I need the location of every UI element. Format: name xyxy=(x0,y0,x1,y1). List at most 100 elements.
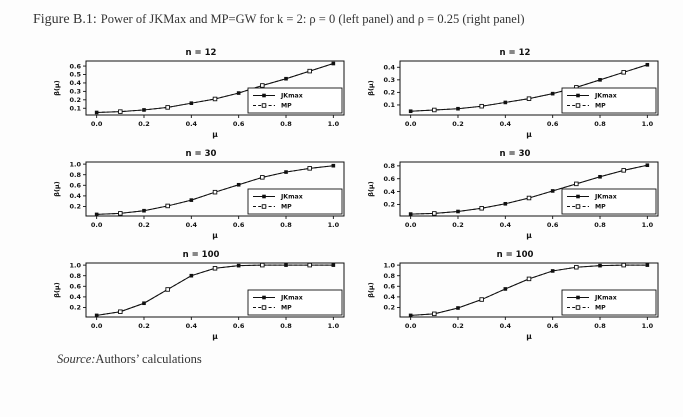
y-tick-label: 0.2 xyxy=(383,89,395,97)
chart-svg: 0.2 0.4 0.6 0.8 0.0 0.2 0.4 0.6 0.8 1.0 μ β(μ) JKmax… xyxy=(367,161,659,240)
x-tick-label: 0.2 xyxy=(452,120,464,128)
legend-marker-open-square xyxy=(261,305,267,310)
marker-open-square xyxy=(526,276,532,282)
chart-svg: 0.1 0.2 0.3 0.4 0.0 0.2 0.4 0.6 0.8 1.0 μ β(μ) JKmax… xyxy=(367,60,659,139)
y-axis-label: β(μ) xyxy=(53,181,61,196)
x-axis-label: μ xyxy=(526,332,532,341)
marker-open-square xyxy=(621,168,626,173)
plot-box xyxy=(85,161,345,217)
legend-marker-open-square xyxy=(575,204,581,209)
legend-marker-open-square xyxy=(261,103,267,108)
chart-title: n = 12 xyxy=(185,48,217,58)
chart-panel-n100-left: n = 100 0.2 0.4 0.6 0.8 1.0 0.0 0.2 0.4 0.6 0.8 1.0… xyxy=(50,250,352,348)
x-tick-label: 0.2 xyxy=(138,221,150,229)
y-tick-label: 0.8 xyxy=(383,162,395,170)
marker-filled-square xyxy=(598,263,602,268)
y-tick-label: 0.4 xyxy=(69,79,81,87)
marker-filled-square xyxy=(236,263,241,268)
x-tick-label: 0.4 xyxy=(186,120,198,128)
marker-open-square xyxy=(432,107,437,113)
marker-filled-square xyxy=(408,212,413,216)
marker-filled-square xyxy=(503,201,508,206)
y-tick-label: 1.0 xyxy=(69,160,81,168)
x-tick-label: 1.0 xyxy=(642,322,654,330)
source-note: Source:Authors’ calculations xyxy=(57,352,202,367)
marker-filled-square xyxy=(645,163,650,168)
x-tick-label: 0.6 xyxy=(547,120,559,128)
marker-filled-square xyxy=(408,109,413,114)
marker-filled-square xyxy=(456,306,460,310)
x-tick-label: 0.4 xyxy=(186,322,198,330)
legend-marker-filled-square xyxy=(262,194,266,199)
marker-open-square xyxy=(479,103,484,109)
y-tick-label: 1.0 xyxy=(69,261,81,269)
x-tick-label: 0.4 xyxy=(500,221,512,229)
marker-open-square xyxy=(479,297,484,302)
y-axis-label: β(μ) xyxy=(367,282,375,297)
x-tick-label: 0.8 xyxy=(280,221,292,229)
marker-filled-square xyxy=(142,208,146,213)
y-tick-label: 0.3 xyxy=(383,76,395,84)
y-tick-label: 0.4 xyxy=(383,63,395,71)
x-tick-label: 0.8 xyxy=(594,120,606,128)
chart-svg: 0.2 0.4 0.6 0.8 1.0 0.0 0.2 0.4 0.6 0.8 1.0 μ β(μ) JK… xyxy=(53,160,345,240)
plot-box xyxy=(85,262,345,318)
x-tick-label: 0.2 xyxy=(452,221,464,229)
marker-filled-square xyxy=(189,273,194,278)
marker-filled-square xyxy=(645,62,650,67)
marker-filled-square xyxy=(189,198,194,202)
marker-open-square xyxy=(574,264,579,270)
plot-box xyxy=(85,60,345,116)
y-tick-label: 0.4 xyxy=(383,293,395,301)
x-tick-label: 1.0 xyxy=(328,221,340,229)
y-tick-label: 0.2 xyxy=(383,304,395,312)
chart-title: n = 30 xyxy=(185,149,217,159)
y-tick-label: 0.8 xyxy=(69,272,81,280)
marker-filled-square xyxy=(331,61,336,66)
plot-box xyxy=(399,161,659,217)
x-tick-label: 0.4 xyxy=(500,322,512,330)
marker-open-square xyxy=(479,206,484,211)
legend-box xyxy=(561,87,657,114)
chart-svg: 0.2 0.4 0.6 0.8 1.0 0.0 0.2 0.4 0.6 0.8 1.0 μ β(μ) JK… xyxy=(53,261,345,341)
x-axis-label: μ xyxy=(526,130,532,139)
marker-filled-square xyxy=(236,91,241,95)
legend-label-jkmax: JKmax xyxy=(280,295,303,302)
marker-filled-square xyxy=(408,313,413,318)
marker-open-square xyxy=(165,105,170,110)
legend-marker-filled-square xyxy=(576,93,580,98)
marker-open-square xyxy=(118,109,123,114)
marker-open-square xyxy=(621,262,626,268)
chart-svg: 0.10.20.30.40.50.60.0 0.2 0.4 0.6 0.8 1.0μβ(μ… xyxy=(53,60,345,139)
marker-open-square xyxy=(118,309,123,314)
marker-filled-square xyxy=(94,110,99,115)
chart-title: n = 100 xyxy=(182,250,220,260)
y-tick-label: 0.2 xyxy=(383,201,395,209)
chart-title: n = 100 xyxy=(496,250,534,260)
chart-title: n = 30 xyxy=(499,149,531,159)
y-tick-label: 0.6 xyxy=(383,175,395,183)
legend-label-mp: MP xyxy=(595,204,606,211)
y-tick-label: 0.5 xyxy=(69,71,81,79)
y-tick-label: 0.4 xyxy=(69,293,81,301)
legend-label-mp: MP xyxy=(281,305,292,312)
source-prefix: Source: xyxy=(57,352,96,366)
legend-box xyxy=(247,87,343,114)
y-tick-label: 0.1 xyxy=(383,101,395,109)
chart-panel-n12-right: n = 12 0.1 0.2 0.3 0.4 0.0 0.2 0.4 0.6 0.8 1.0 μ β(μ… xyxy=(364,48,666,146)
marker-open-square xyxy=(307,166,312,171)
marker-filled-square xyxy=(456,209,460,214)
x-tick-label: 1.0 xyxy=(328,322,340,330)
marker-filled-square xyxy=(598,174,602,179)
y-tick-label: 0.6 xyxy=(69,181,81,189)
marker-open-square xyxy=(307,68,312,74)
x-axis-label: μ xyxy=(212,231,218,240)
marker-filled-square xyxy=(94,212,99,217)
y-tick-label: 0.6 xyxy=(69,62,81,70)
chart-svg: 0.2 0.4 0.6 0.8 1.0 0.0 0.2 0.4 0.6 0.8 1.0 μ β(μ) JK… xyxy=(367,261,659,341)
figure-caption: Power of JKMax and MP=GW for k = 2: ρ = … xyxy=(100,12,525,26)
marker-open-square xyxy=(432,311,437,317)
x-tick-label: 0.0 xyxy=(405,322,417,330)
legend-label-mp: MP xyxy=(595,103,606,110)
marker-filled-square xyxy=(236,182,241,187)
